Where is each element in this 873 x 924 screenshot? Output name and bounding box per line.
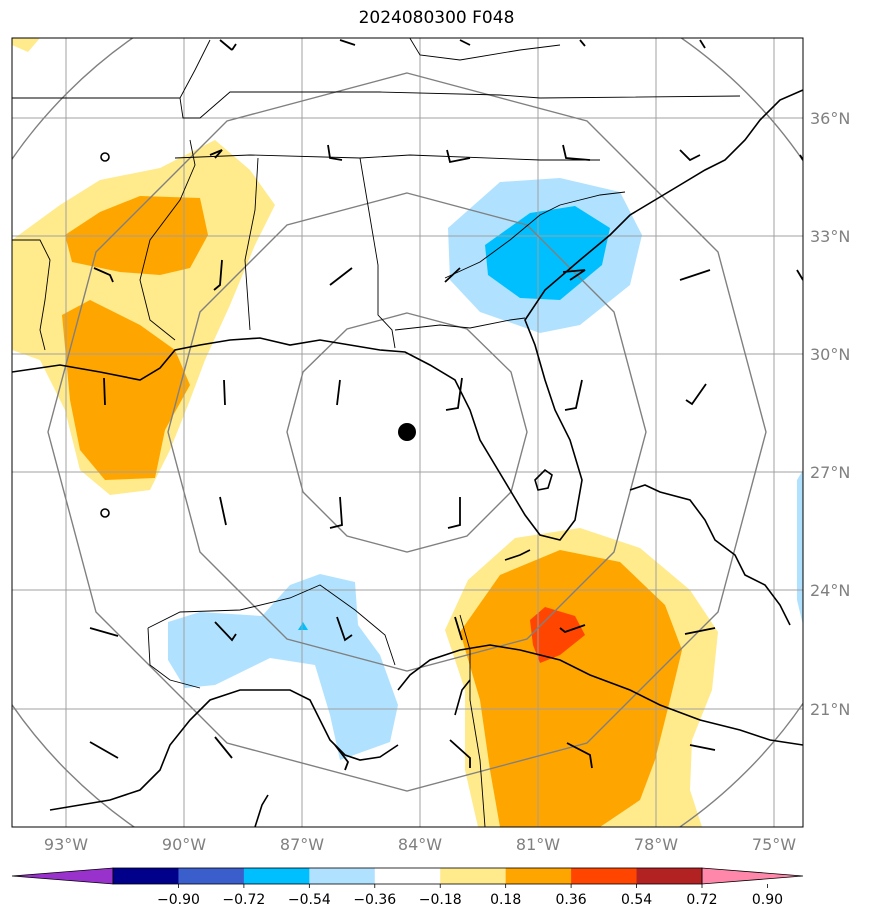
colorbar-segment [505,868,572,884]
colorbar-extend-low [11,867,114,885]
colorbar-label: −0.36 [353,892,396,908]
colorbar-segment [440,868,507,884]
colorbar-extend-high [701,867,804,885]
state-borders [12,38,741,827]
positive-anomaly-caribbean [445,528,718,827]
graticule [12,38,803,827]
colorbar-outline [112,867,703,885]
negative-anomaly-gulf [168,470,803,760]
colorbar-label: −0.72 [222,892,265,908]
colorbar-segment [636,868,703,884]
lat-label: 27°N [810,463,850,482]
colorbar-label: −0.90 [157,892,200,908]
lat-label: 36°N [810,109,850,128]
colorbar-segment [243,868,310,884]
colorbar-label: −0.18 [419,892,462,908]
lon-label: 81°W [516,835,560,854]
storm-center-marker [398,423,416,441]
lon-label: 84°W [398,835,442,854]
lon-label: 78°W [634,835,678,854]
wind-barbs [89,39,803,771]
lon-label: 87°W [280,835,324,854]
map-title: 2024080300 F048 [358,8,515,28]
lat-label: 24°N [810,581,850,600]
colorbar-segment [309,868,376,884]
colorbar-label: 0.36 [556,892,587,908]
colorbar-label: 0.54 [621,892,652,908]
lon-label: 90°W [162,835,206,854]
longitude-labels: 93°W 90°W 87°W 84°W 81°W 78°W 75°W [44,835,796,854]
colorbar-label: 0.72 [686,892,717,908]
lat-label: 33°N [810,227,850,246]
coastlines [12,89,803,827]
colorbar-segment [178,868,245,884]
colorbar-segment [113,868,179,884]
colorbar-label: 0.90 [752,892,783,908]
colorbar-segment [374,868,441,884]
colorbar-segment [571,868,638,884]
colorbar-label: −0.54 [288,892,331,908]
colorbar: −0.90 −0.72 −0.54 −0.36 −0.18 0.18 0.36 0.54 0.7… [11,867,804,908]
latitude-labels: 36°N 33°N 30°N 27°N 24°N 21°N [810,109,850,719]
lon-label: 75°W [752,835,796,854]
calm-markers [100,152,110,518]
lat-label: 21°N [810,700,850,719]
lon-label: 93°W [44,835,88,854]
colorbar-label: 0.18 [490,892,521,908]
map-frame [11,37,804,828]
lat-label: 30°N [810,345,850,364]
